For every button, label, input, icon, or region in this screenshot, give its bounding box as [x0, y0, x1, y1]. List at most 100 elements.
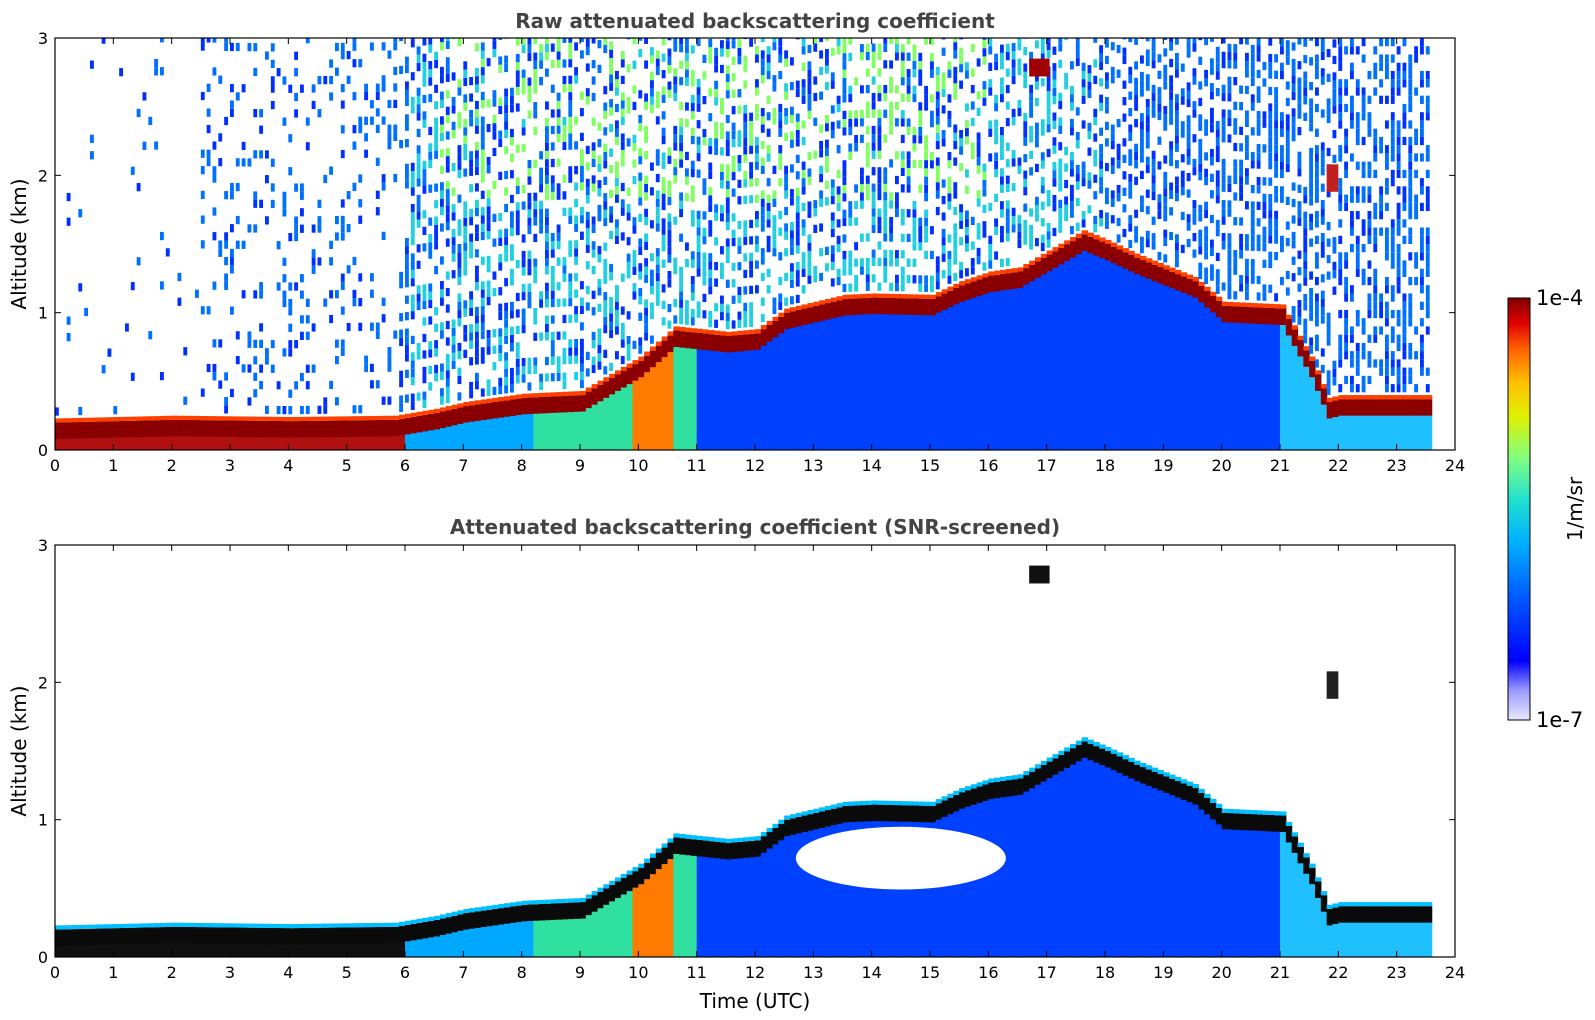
layer-cell — [650, 350, 657, 368]
noise-cell — [486, 214, 491, 223]
noise-cell — [1157, 70, 1162, 79]
noise-cell — [661, 218, 666, 227]
noise-cell — [1000, 258, 1004, 268]
noise-cell — [1110, 132, 1115, 141]
noise-cell — [480, 100, 485, 109]
layer-cell — [574, 395, 581, 412]
noise-cell — [1204, 251, 1209, 260]
noise-cell — [230, 108, 234, 117]
heatmap-column — [1256, 38, 1264, 450]
noise-cell — [1309, 304, 1314, 313]
noise-cell — [1315, 128, 1319, 137]
noise-cell — [790, 139, 794, 148]
noise-cell — [457, 169, 462, 179]
noise-cell — [480, 116, 485, 125]
noise-cell — [422, 226, 427, 235]
noise-cell — [725, 222, 730, 231]
heatmap-column — [1274, 54, 1281, 450]
noise-cell — [1309, 197, 1314, 206]
halo-cell — [113, 417, 120, 422]
noise-cell — [1367, 276, 1372, 286]
noise-cell — [1070, 151, 1074, 161]
noise-cell — [1268, 62, 1273, 71]
noise-cell — [725, 90, 730, 99]
noise-cell — [790, 57, 794, 66]
heatmap-column — [189, 415, 196, 450]
layer-cell — [294, 928, 301, 945]
noise-cell — [1367, 235, 1372, 244]
heatmap-column — [370, 42, 377, 450]
noise-cell — [1355, 342, 1360, 352]
noise-cell — [1385, 153, 1389, 162]
noise-cell — [690, 127, 695, 136]
noise-cell — [416, 62, 421, 72]
halo-cell — [387, 415, 394, 420]
noise-cell — [451, 344, 456, 353]
noise-cell — [924, 250, 929, 259]
noise-cell — [632, 225, 637, 234]
noise-cell — [895, 118, 899, 127]
halo-cell — [1390, 395, 1398, 400]
layer-cell — [130, 420, 138, 438]
layer-cell — [72, 929, 79, 946]
layer-cell — [1320, 388, 1328, 405]
aerosol-cell — [160, 933, 167, 957]
noise-cell — [1274, 128, 1279, 137]
noise-cell — [1320, 315, 1325, 324]
noise-cell — [480, 190, 485, 199]
noise-cell — [1385, 95, 1389, 104]
noise-cell — [1151, 158, 1156, 168]
layer-cell — [994, 274, 1001, 292]
noise-cell — [445, 238, 450, 247]
noise-cell — [1274, 120, 1279, 129]
noise-cell — [585, 302, 590, 311]
noise-cell — [1268, 70, 1273, 79]
noise-cell — [854, 283, 859, 292]
noise-cell — [1169, 149, 1174, 158]
noise-cell — [918, 110, 923, 119]
aerosol-cell — [130, 934, 138, 957]
noise-cell — [842, 160, 847, 169]
heatmap-column — [1087, 65, 1094, 450]
noise-cell — [1163, 204, 1168, 214]
aerosol-cell — [95, 935, 103, 957]
noise-cell — [848, 201, 853, 210]
noise-cell — [469, 299, 474, 308]
noise-cell — [1396, 186, 1401, 195]
noise-cell — [1315, 70, 1319, 80]
noise-cell — [632, 340, 637, 350]
noise-cell — [1075, 181, 1080, 190]
noise-cell — [1268, 136, 1273, 145]
noise-cell — [445, 222, 450, 231]
noise-cell — [795, 228, 800, 238]
noise-cell — [877, 241, 882, 250]
noise-cell — [1285, 81, 1290, 90]
noise-cell — [562, 117, 567, 126]
layer-cell — [358, 420, 365, 437]
noise-cell — [976, 198, 981, 207]
noise-cell — [1204, 127, 1209, 136]
noise-cell — [825, 263, 829, 272]
noise-cell — [626, 336, 631, 345]
noise-cell — [1087, 122, 1092, 132]
noise-cell — [480, 124, 485, 134]
halo-cell — [1367, 395, 1374, 400]
noise-cell — [1414, 169, 1419, 179]
noise-cell — [889, 192, 894, 201]
noise-cell — [504, 311, 509, 320]
noise-cell — [860, 258, 864, 267]
noise-cell — [1268, 38, 1273, 46]
noise-cell — [685, 151, 689, 161]
noise-cell — [731, 320, 736, 329]
noise-cell — [591, 265, 596, 275]
noise-cell — [772, 239, 777, 249]
noise-cell — [381, 75, 386, 84]
noise-cell — [1157, 251, 1162, 261]
noise-cell — [539, 44, 544, 53]
noise-cell — [1052, 63, 1057, 72]
noise-cell — [906, 38, 911, 45]
noise-cell — [1140, 129, 1144, 138]
noise-cell — [819, 124, 824, 133]
noise-cell — [778, 38, 783, 47]
noise-cell — [906, 52, 911, 61]
